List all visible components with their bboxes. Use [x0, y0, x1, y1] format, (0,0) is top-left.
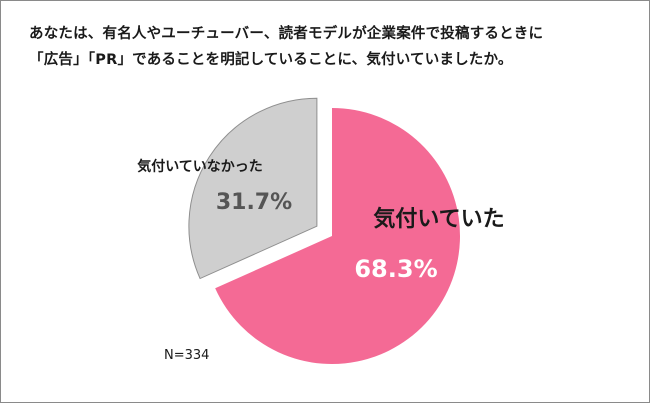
sample-size-label: N=334	[164, 348, 210, 363]
slice-label-1: 気付いていなかった	[137, 158, 263, 175]
slice-value-0: 68.3%	[354, 255, 437, 283]
question-title: あなたは、有名人やユーチューバー、読者モデルが企業案件で投稿するときに 「広告」…	[29, 21, 629, 73]
question-line-1: あなたは、有名人やユーチューバー、読者モデルが企業案件で投稿するときに	[29, 26, 544, 42]
slice-label-0: 気付いていた	[373, 206, 504, 232]
pie-slice-0	[215, 108, 460, 364]
slice-value-1: 31.7%	[216, 190, 292, 215]
pie-slices	[188, 97, 460, 364]
pie-labels: 気付いていた 68.3% 気付いていなかった 31.7%	[137, 158, 504, 283]
pie-slice-1	[188, 97, 318, 280]
question-line-2: 「広告」「PR」であることを明記していることに、気付いていましたか。	[29, 52, 513, 68]
